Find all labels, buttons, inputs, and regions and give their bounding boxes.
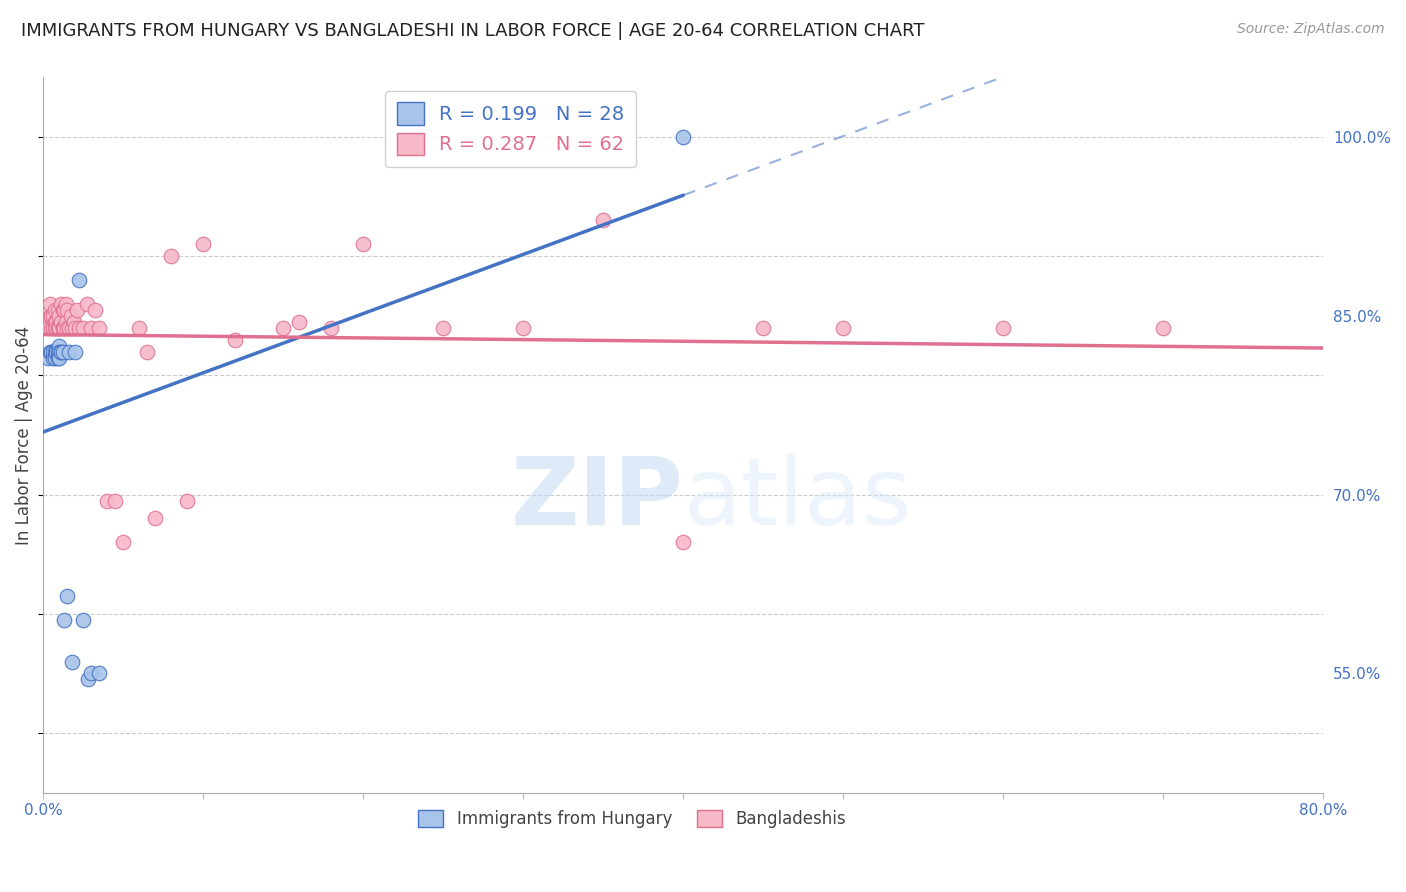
Point	[1152, 320, 1174, 334]
Point	[96, 493, 118, 508]
Point	[48, 338, 70, 352]
Point	[38, 344, 60, 359]
Point	[48, 320, 70, 334]
Point	[45, 315, 67, 329]
Point	[72, 613, 94, 627]
Point	[53, 302, 76, 317]
Point	[37, 320, 59, 334]
Point	[55, 297, 77, 311]
Point	[62, 315, 84, 329]
Point	[46, 320, 69, 334]
Point	[176, 493, 198, 508]
Point	[45, 320, 67, 334]
Point	[49, 315, 72, 329]
Point	[80, 320, 103, 334]
Point	[45, 344, 67, 359]
Point	[58, 344, 80, 359]
Point	[55, 315, 77, 329]
Text: IMMIGRANTS FROM HUNGARY VS BANGLADESHI IN LABOR FORCE | AGE 20-64 CORRELATION CH: IMMIGRANTS FROM HUNGARY VS BANGLADESHI I…	[21, 22, 925, 40]
Point	[59, 309, 82, 323]
Point	[112, 535, 135, 549]
Point	[48, 351, 70, 365]
Y-axis label: In Labor Force | Age 20-64: In Labor Force | Age 20-64	[15, 326, 32, 545]
Point	[72, 320, 94, 334]
Point	[672, 535, 695, 549]
Point	[752, 320, 775, 334]
Point	[56, 302, 79, 317]
Point	[65, 320, 87, 334]
Point	[49, 344, 72, 359]
Point	[136, 344, 159, 359]
Point	[67, 320, 90, 334]
Point	[273, 320, 295, 334]
Point	[44, 320, 66, 334]
Point	[38, 309, 60, 323]
Point	[83, 302, 105, 317]
Point	[80, 666, 103, 681]
Point	[48, 320, 70, 334]
Point	[49, 297, 72, 311]
Point	[993, 320, 1015, 334]
Point	[46, 351, 69, 365]
Point	[42, 320, 65, 334]
Point	[46, 344, 69, 359]
Point	[224, 333, 246, 347]
Point	[38, 297, 60, 311]
Point	[45, 344, 67, 359]
Point	[128, 320, 150, 334]
Point	[672, 130, 695, 145]
Text: ZIP: ZIP	[510, 453, 683, 545]
Point	[52, 320, 75, 334]
Point	[65, 344, 87, 359]
Point	[193, 237, 215, 252]
Point	[44, 344, 66, 359]
Point	[46, 302, 69, 317]
Point	[512, 320, 534, 334]
Point	[145, 511, 167, 525]
Point	[42, 344, 65, 359]
Point	[52, 344, 75, 359]
Point	[60, 655, 83, 669]
Text: atlas: atlas	[683, 453, 911, 545]
Point	[160, 249, 183, 263]
Point	[41, 309, 63, 323]
Point	[352, 237, 374, 252]
Point	[52, 320, 75, 334]
Point	[77, 673, 100, 687]
Point	[42, 309, 65, 323]
Point	[53, 320, 76, 334]
Point	[89, 666, 111, 681]
Point	[41, 344, 63, 359]
Point	[58, 320, 80, 334]
Point	[48, 344, 70, 359]
Point	[44, 302, 66, 317]
Point	[432, 320, 454, 334]
Point	[60, 320, 83, 334]
Text: Source: ZipAtlas.com: Source: ZipAtlas.com	[1237, 22, 1385, 37]
Point	[56, 320, 79, 334]
Point	[66, 302, 89, 317]
Point	[37, 351, 59, 365]
Legend: Immigrants from Hungary, Bangladeshis: Immigrants from Hungary, Bangladeshis	[412, 803, 852, 834]
Point	[56, 589, 79, 603]
Point	[42, 351, 65, 365]
Point	[53, 613, 76, 627]
Point	[44, 315, 66, 329]
Point	[52, 302, 75, 317]
Point	[89, 320, 111, 334]
Point	[104, 493, 127, 508]
Point	[832, 320, 855, 334]
Point	[49, 344, 72, 359]
Point	[67, 273, 90, 287]
Point	[76, 297, 98, 311]
Point	[48, 309, 70, 323]
Point	[321, 320, 343, 334]
Point	[44, 351, 66, 365]
Point	[288, 315, 311, 329]
Point	[41, 320, 63, 334]
Point	[592, 213, 614, 227]
